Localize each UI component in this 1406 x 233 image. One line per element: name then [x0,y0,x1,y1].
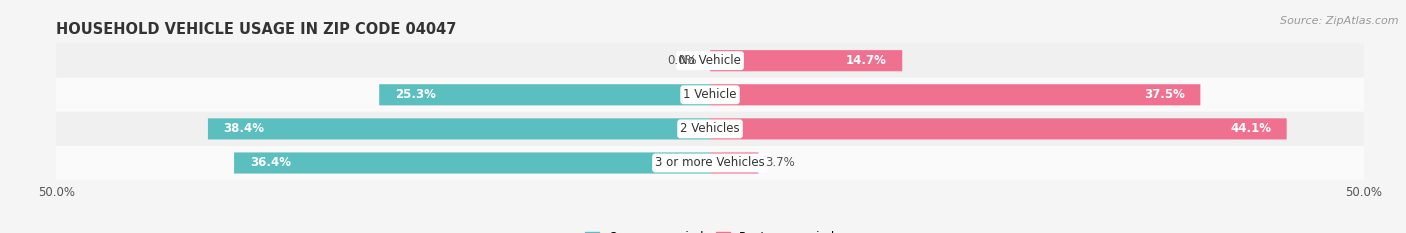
Text: 1 Vehicle: 1 Vehicle [683,88,737,101]
FancyBboxPatch shape [56,112,1364,146]
Text: 3 or more Vehicles: 3 or more Vehicles [655,157,765,169]
FancyBboxPatch shape [710,50,903,71]
Text: 36.4%: 36.4% [250,157,291,169]
FancyBboxPatch shape [56,44,1364,78]
Text: 37.5%: 37.5% [1144,88,1185,101]
Text: 25.3%: 25.3% [395,88,436,101]
FancyBboxPatch shape [710,84,1201,105]
FancyBboxPatch shape [380,84,710,105]
Text: 14.7%: 14.7% [845,54,887,67]
Text: 0.0%: 0.0% [668,54,697,67]
Text: No Vehicle: No Vehicle [679,54,741,67]
Text: HOUSEHOLD VEHICLE USAGE IN ZIP CODE 04047: HOUSEHOLD VEHICLE USAGE IN ZIP CODE 0404… [56,22,457,37]
Text: 44.1%: 44.1% [1230,122,1271,135]
FancyBboxPatch shape [233,152,710,174]
FancyBboxPatch shape [710,152,758,174]
FancyBboxPatch shape [208,118,710,140]
FancyBboxPatch shape [710,118,1286,140]
Legend: Owner-occupied, Renter-occupied: Owner-occupied, Renter-occupied [579,226,841,233]
Text: 2 Vehicles: 2 Vehicles [681,122,740,135]
Text: Source: ZipAtlas.com: Source: ZipAtlas.com [1281,16,1399,26]
Text: 38.4%: 38.4% [224,122,264,135]
FancyBboxPatch shape [56,146,1364,180]
FancyBboxPatch shape [56,78,1364,112]
Text: 3.7%: 3.7% [765,157,794,169]
